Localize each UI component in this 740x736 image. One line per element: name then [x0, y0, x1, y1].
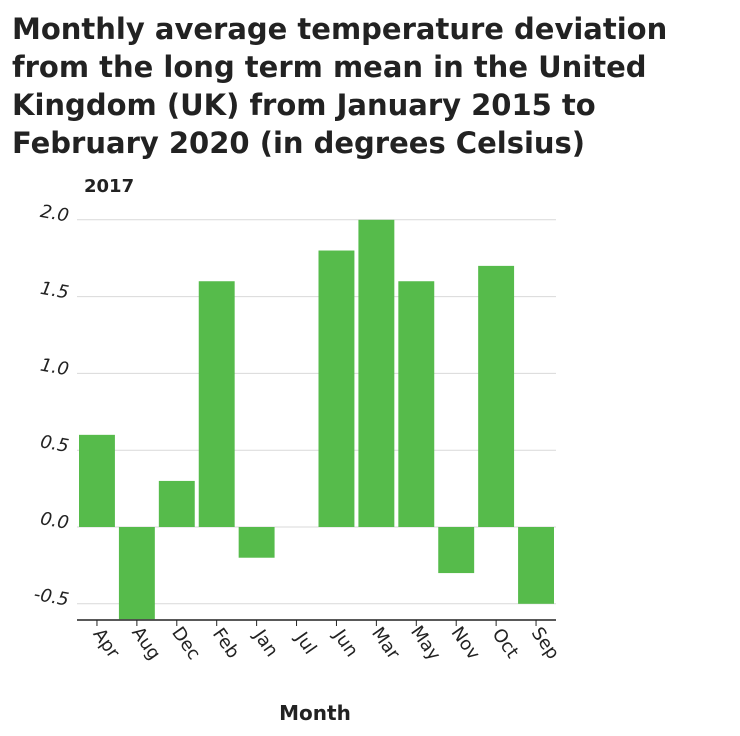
x-tick-label: Mar: [367, 623, 404, 663]
gridlines: [77, 219, 556, 605]
bar-mar: [358, 219, 395, 528]
bar-may: [398, 281, 435, 527]
x-tick-label: Feb: [208, 624, 243, 662]
x-tick-labels: Apr Aug Dec Feb Jan Jul Jun Mar May Nov Oct Sep: [89, 622, 564, 665]
x-tick-label: Sep: [527, 623, 564, 663]
y-tick-label: -0.5: [32, 584, 70, 611]
bar-jan: [238, 527, 275, 558]
x-tick-label: May: [406, 622, 445, 665]
x-tick-label: Dec: [167, 623, 204, 664]
y-tick-label: 0.0: [39, 508, 71, 534]
x-tick-label: Apr: [89, 625, 124, 663]
bar-apr: [79, 434, 115, 527]
x-axis-label: Month: [279, 701, 351, 725]
y-tick-label: 0.5: [39, 431, 71, 457]
x-tick-label: Jan: [249, 625, 283, 661]
bar-oct: [478, 265, 515, 527]
y-tick-label: 2.0: [39, 201, 71, 227]
bar-nov: [438, 527, 475, 574]
x-tick-label: Aug: [127, 623, 164, 664]
x-tick-label: Nov: [447, 623, 485, 664]
bar-sep: [518, 527, 554, 604]
bar-aug: [118, 527, 155, 620]
chart-title: Monthly average temperature deviation fr…: [12, 12, 668, 160]
x-tick-label: Jul: [290, 628, 320, 659]
y-tick-labels: -0.5 0.0 0.5 1.0 1.5 2.0: [32, 201, 70, 611]
bar-jun: [318, 250, 355, 527]
panel-label: 2017: [84, 176, 135, 197]
bar-feb: [198, 281, 235, 527]
y-tick-label: 1.0: [39, 355, 71, 381]
bar-dec: [158, 480, 195, 527]
x-axis: [77, 619, 556, 626]
bars: [79, 219, 554, 620]
y-tick-label: 1.5: [39, 278, 71, 304]
x-tick-label: Oct: [488, 625, 523, 663]
x-tick-label: Jun: [328, 625, 362, 661]
